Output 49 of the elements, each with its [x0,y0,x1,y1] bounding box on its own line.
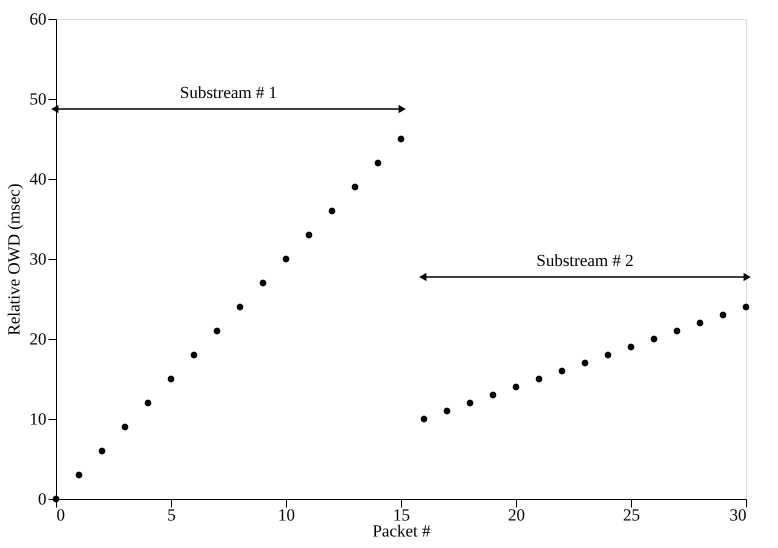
x-tick-label: 0 [56,506,65,524]
point [628,344,634,350]
point [674,328,680,334]
point [76,472,82,478]
point [190,352,198,358]
x-tick-label: 25 [623,506,640,524]
point [720,312,726,318]
point [98,448,106,454]
y-tick-label: 0 [38,490,46,508]
point [328,208,336,214]
point [352,184,358,190]
y-axis-title: Relative OWD (msec) [4,184,24,336]
point [490,392,496,398]
x-tick-label: 15 [393,506,410,524]
point [168,376,174,382]
point [696,320,704,326]
y-tick-label: 40 [30,170,46,188]
x-tick-label: 10 [278,506,295,524]
annotation: Substream # 1 [180,83,278,102]
point [144,400,152,406]
point [536,376,542,382]
y-tick-label: 20 [30,330,46,348]
point [52,496,60,502]
y-tick-label: 60 [30,10,46,28]
point [558,368,566,374]
point [374,160,382,166]
point [466,400,474,406]
y-tick-label: 30 [30,250,46,268]
point [282,256,290,262]
point [512,384,520,390]
point [398,136,404,142]
x-tick-label: 20 [508,506,525,524]
point [214,328,220,334]
point [444,408,450,414]
point [306,232,312,238]
point [260,280,266,286]
annotation: Substream # 2 [536,251,634,270]
y-tick-label: 50 [30,90,46,108]
y-tick-label: 10 [30,410,46,428]
x-tick-label: 5 [167,506,176,524]
point [650,336,658,342]
x-axis-title: Packet # [372,522,432,540]
x-tick-label: 30 [730,506,746,524]
point [742,304,750,310]
point [420,416,428,422]
point [236,304,244,310]
point [122,424,128,430]
point [582,360,588,366]
point [604,352,612,358]
